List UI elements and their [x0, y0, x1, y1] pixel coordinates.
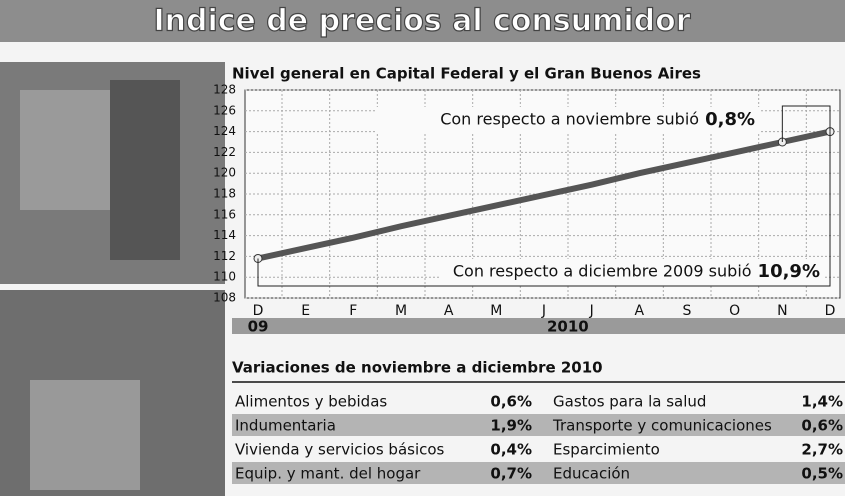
row-value: 0,6%	[801, 417, 843, 435]
row-value: 1,9%	[490, 417, 532, 435]
row-value: 0,7%	[490, 465, 532, 483]
annotation-value: 10,9%	[758, 261, 820, 282]
header-title: Indice de precios al consumidor	[153, 4, 690, 39]
table-title: Variaciones de noviembre a diciembre 201…	[232, 359, 603, 377]
row-label: Esparcimiento	[553, 441, 660, 459]
photo-detail	[110, 80, 180, 260]
x-tick-label: J	[589, 303, 594, 319]
x-tick-label: M	[395, 303, 407, 319]
row-label: Transporte y comunicaciones	[552, 417, 772, 435]
page: Indice de precios al consumidor Nivel ge…	[0, 0, 845, 496]
row-label: Equip. y mant. del hogar	[235, 465, 421, 483]
row-value: 0,5%	[801, 465, 843, 483]
x-tick-label: M	[490, 303, 502, 319]
x-tick-label: J	[541, 303, 546, 319]
y-tick-label: 118	[213, 187, 236, 201]
row-value: 0,6%	[490, 393, 532, 411]
y-tick-label: 122	[213, 145, 236, 159]
y-tick-label: 120	[213, 166, 236, 180]
row-label: Gastos para la salud	[553, 393, 706, 411]
row-value: 2,7%	[801, 441, 843, 459]
row-label: Educación	[553, 465, 630, 483]
row-label: Indumentaria	[235, 417, 336, 435]
y-tick-label: 110	[213, 270, 236, 284]
y-tick-label: 112	[213, 249, 236, 263]
y-tick-label: 128	[213, 83, 236, 97]
annotation-text: Con respecto a noviembre subió	[440, 110, 699, 129]
x-tick-label: E	[301, 303, 310, 319]
year-band	[232, 318, 845, 334]
row-value: 0,4%	[490, 441, 532, 459]
x-tick-label: A	[444, 303, 454, 319]
x-tick-label: D	[825, 303, 836, 319]
row-value: 1,4%	[801, 393, 843, 411]
year-label: 2010	[547, 318, 589, 336]
y-tick-label: 114	[213, 228, 236, 242]
annotation-text: Con respecto a diciembre 2009 subió	[453, 262, 752, 281]
row-label: Vivienda y servicios básicos	[235, 441, 445, 459]
y-tick-label: 124	[213, 124, 236, 138]
photo-detail	[30, 380, 140, 490]
x-tick-label: N	[777, 303, 787, 319]
row-label: Alimentos y bebidas	[235, 393, 387, 411]
x-tick-label: O	[729, 303, 740, 319]
x-tick-label: A	[635, 303, 645, 319]
x-tick-label: F	[349, 303, 357, 319]
chart-subtitle: Nivel general en Capital Federal y el Gr…	[232, 65, 701, 83]
y-tick-label: 108	[213, 291, 236, 305]
x-tick-label: S	[683, 303, 692, 319]
y-tick-label: 126	[213, 103, 236, 117]
annotation-value: 0,8%	[705, 109, 755, 130]
y-tick-label: 116	[213, 207, 236, 221]
photo-detail	[20, 90, 110, 210]
infographic: Indice de precios al consumidor Nivel ge…	[0, 0, 845, 496]
year-label: 09	[248, 318, 269, 336]
